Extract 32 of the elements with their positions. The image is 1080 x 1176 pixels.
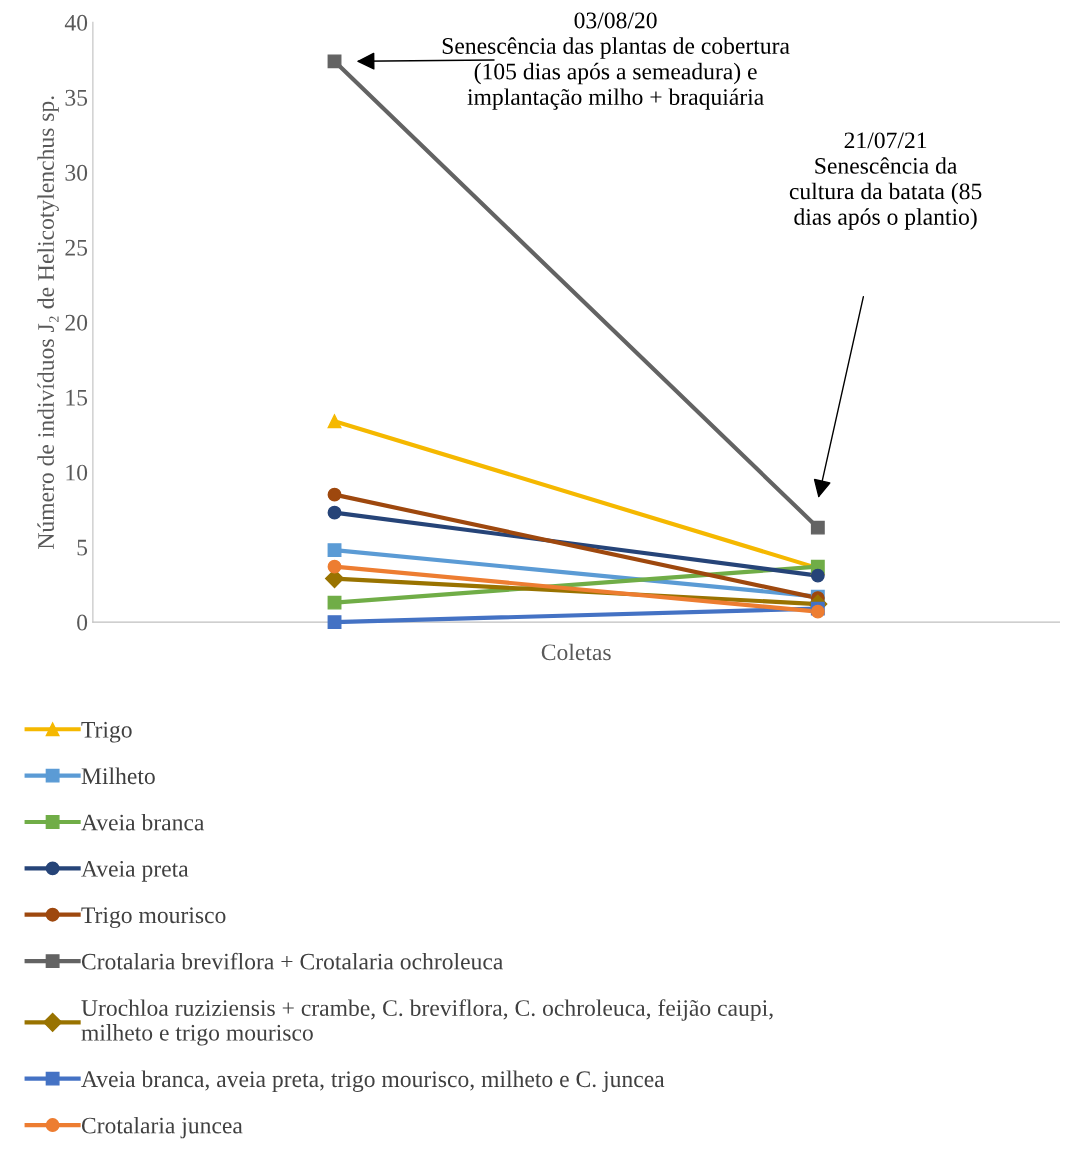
point [327,543,342,558]
legend-label: Trigo [81,721,132,743]
y-tick-label: 0 [77,614,88,631]
legend-label: Milheto [81,767,155,785]
point [327,54,342,69]
annotation: 03/08/20 Senescência das plantas de cobertura (105 dias após a semeadura) e implantação milho + braquiária [442,12,790,110]
legend-label: Aveia branca [81,813,205,831]
y-tick-label: 40 [64,14,88,31]
annotation: 21/07/21 Senescência da cultura da batata (85 dias após o plantio) [789,132,982,230]
y-tick-label: 15 [66,389,88,406]
y-tick-label: 25 [65,239,88,256]
legend-label: Aveia branca, aveia preta, trigo mourisco, milheto e C. juncea [81,1070,665,1093]
point [810,520,825,535]
y-tick-label: 35 [65,89,88,106]
x-axis-title: Coletas [541,643,611,661]
point [327,615,342,630]
y-tick-label: 5 [77,539,88,556]
point [810,568,825,583]
point [327,505,342,520]
y-tick-label: 20 [65,314,88,331]
y-tick-label: 30 [65,164,88,181]
point [327,487,342,502]
point [327,559,342,574]
point [327,595,342,610]
legend-label: Urochloa ruziziensis + crambe, C. breviflora, C. ochroleuca, feijão caupi, milheto e trigo mourisco [81,999,773,1046]
legend-label: Crotalaria breviflora + Crotalaria ochroleuca [81,952,503,970]
point [327,414,342,429]
legend-label: Crotalaria juncea [81,1116,243,1139]
y-axis-title: Número de indivíduos J₂ de Helicotylenchus sp. [37,96,59,549]
legend-label: Trigo mourisco [81,907,226,929]
y-tick-label: 10 [66,464,88,481]
legend-label: Aveia preta [81,860,189,882]
